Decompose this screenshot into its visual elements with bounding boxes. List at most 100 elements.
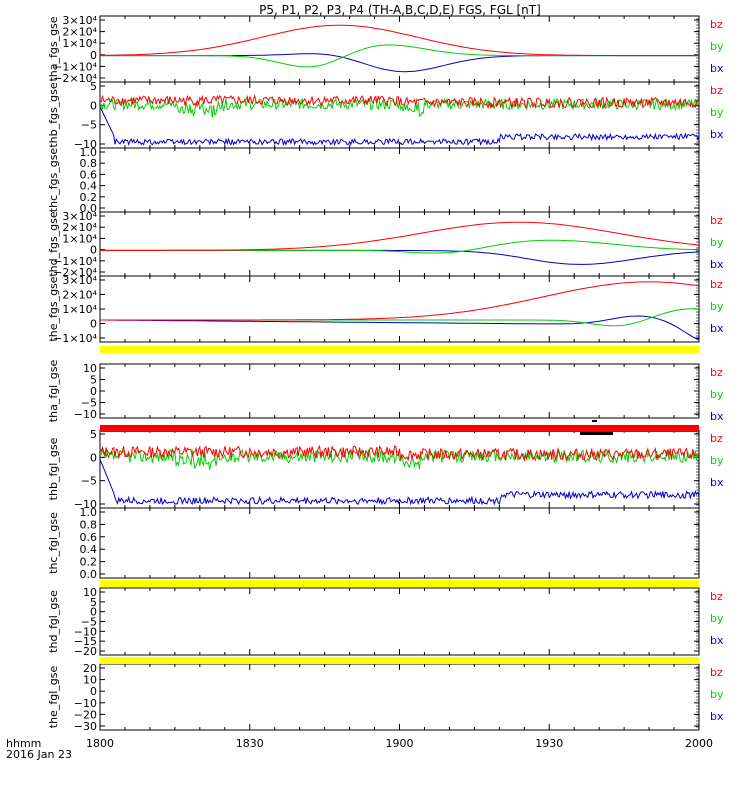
ytick-label: 2×10⁴ — [62, 221, 97, 234]
status-bar-yellow — [100, 346, 699, 353]
ytick-label: 0 — [90, 385, 97, 398]
panel-frame — [99, 507, 700, 579]
ylabel: tha_fgl_gse — [47, 360, 60, 423]
status-bar-red — [100, 425, 699, 432]
ytick-label: 0.8 — [80, 157, 98, 170]
ytick-label: −5 — [81, 475, 97, 488]
legend-bz: bz — [710, 214, 723, 227]
ylabel: tha_fgs_gse — [47, 16, 60, 81]
ylabel: thc_fgs_gse — [47, 148, 60, 213]
legend-by: by — [710, 40, 724, 53]
legend-bz: bz — [710, 666, 723, 679]
ytick-label: 2×10⁴ — [62, 289, 97, 302]
ytick-label: 0.6 — [80, 531, 98, 544]
ytick-label: 0.6 — [80, 168, 98, 181]
ylabel: thd_fgs_gse — [47, 211, 60, 277]
legend-bz: bz — [710, 432, 723, 445]
ytick-label: 10 — [83, 362, 97, 375]
ytick-label: −5 — [81, 397, 97, 410]
legend-bx: bx — [710, 410, 724, 423]
legend-bx: bx — [710, 128, 724, 141]
ytick-label: 0 — [90, 99, 97, 112]
legend-bx: bx — [710, 710, 724, 723]
ytick-label: −10 — [74, 498, 97, 511]
ytick-label: 3×10⁴ — [62, 274, 97, 287]
panel-frame — [99, 429, 700, 509]
ytick-label: 0 — [90, 685, 97, 698]
panel-thc_fgs_gse: 1.00.80.60.40.20.0 thc_fgs_gse — [47, 146, 700, 215]
series-bz-line — [99, 444, 700, 462]
series-bx-line — [99, 106, 700, 147]
panel-thb_fgs_gse: 5 0 −5 −10 thb_fgs_gse bz by bx — [47, 80, 724, 151]
panel-frame — [99, 15, 700, 83]
legend-bz: bz — [710, 18, 723, 31]
ytick-label: 5 — [90, 596, 97, 609]
panel-frame — [99, 663, 700, 731]
series-bx-line — [99, 459, 700, 506]
ytick-label: 1.0 — [80, 146, 98, 159]
series-by-line — [100, 239, 700, 254]
ytick-label: 5 — [90, 428, 97, 441]
status-bar-yellow — [100, 657, 699, 664]
ytick-label: 0.4 — [80, 180, 98, 193]
xtick-label: 1900 — [386, 737, 414, 750]
ytick-label: 0.0 — [80, 202, 98, 215]
series-by-line — [99, 448, 700, 470]
legend-by: by — [710, 236, 724, 249]
ytick-label: −10 — [74, 408, 97, 421]
ylabel: thb_fgl_gse — [47, 437, 60, 500]
legend-by: by — [710, 300, 724, 313]
ylabel: thc_fgl_gse — [47, 512, 60, 574]
panel-frame — [99, 147, 700, 213]
xtick-label: 1800 — [86, 737, 114, 750]
series-bz-line — [99, 93, 700, 110]
ytick-label: 3×10⁴ — [62, 210, 97, 223]
ytick-label: 0.4 — [80, 543, 98, 556]
legend-by: by — [710, 612, 724, 625]
status-bar-yellow — [100, 580, 699, 587]
panel-frame — [99, 587, 700, 656]
panel-thc_fgl_gse: 1.00.80.60.40.20.0 thc_fgl_gse — [47, 506, 700, 581]
ytick-label: 1×10⁴ — [62, 232, 97, 245]
ytick-label: 0 — [90, 451, 97, 464]
status-bars — [100, 346, 699, 664]
ytick-label: 0.0 — [80, 568, 98, 581]
ytick-label: −5 — [81, 616, 97, 629]
ytick-label: 0 — [90, 606, 97, 619]
series-bz-line — [100, 24, 699, 57]
ytick-label: −20 — [74, 708, 97, 721]
ytick-label: −1×10⁴ — [53, 332, 97, 345]
ytick-label: −1×10⁴ — [53, 60, 97, 73]
legend-bx: bx — [710, 258, 724, 271]
ylabel: the_fgl_gse — [47, 666, 60, 729]
legend-by: by — [710, 454, 724, 467]
legend-bz: bz — [710, 278, 723, 291]
ylabel: thb_fgs_gse — [47, 82, 60, 148]
xtick-label: 1830 — [236, 737, 264, 750]
ylabel: thd_fgl_gse — [47, 590, 60, 653]
ytick-label: 0 — [90, 318, 97, 331]
status-bar-black — [580, 432, 613, 435]
legend-bz: bz — [710, 84, 723, 97]
ytick-label: 1×10⁴ — [62, 303, 97, 316]
xtick-label: 1930 — [535, 737, 563, 750]
ytick-label: −2×10⁴ — [53, 72, 97, 85]
status-mark-black — [592, 420, 597, 422]
ytick-label: 0.2 — [80, 191, 98, 204]
ytick-label: 1×10⁴ — [62, 37, 97, 50]
ytick-label: −2×10⁴ — [53, 266, 97, 279]
ytick-label: −20 — [74, 645, 97, 658]
ytick-label: 0.2 — [80, 556, 98, 569]
series-bz-line — [100, 281, 700, 321]
ytick-label: 1.0 — [80, 506, 98, 519]
ytick-label: −5 — [81, 119, 97, 132]
chart-title: P5, P1, P2, P3, P4 (TH-A,B,C,D,E) FGS, F… — [259, 3, 541, 17]
ytick-label: 0 — [90, 49, 97, 62]
legend-bx: bx — [710, 62, 724, 75]
